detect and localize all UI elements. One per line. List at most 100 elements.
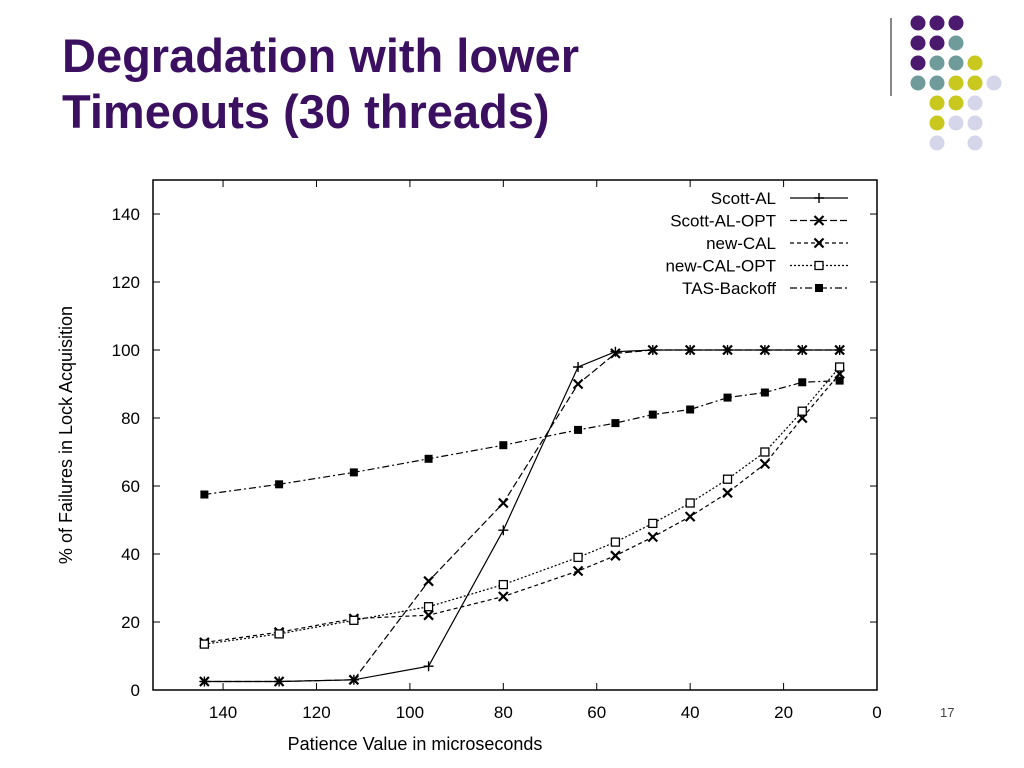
data-point-new-cal-opt: [274, 629, 284, 639]
x-tick-label: 20: [774, 703, 793, 722]
data-point-scott-al-opt: [684, 344, 696, 356]
series-line-new-cal-opt: [204, 366, 841, 645]
decorative-dot: [929, 135, 945, 151]
decorative-dot: [948, 115, 964, 131]
decorative-dot: [967, 95, 983, 111]
data-point-scott-al: [423, 661, 434, 672]
decorative-dot: [948, 15, 964, 31]
data-point-new-cal-opt: [573, 552, 583, 563]
data-point-new-cal: [647, 531, 659, 543]
data-point-new-cal-opt: [834, 362, 845, 372]
legend-marker-new-cal-opt: [814, 260, 824, 271]
y-tick-label: 20: [121, 613, 140, 632]
y-tick-label: 100: [112, 341, 140, 360]
decorative-dot: [948, 55, 964, 71]
x-axis-label: Patience Value in microseconds: [288, 734, 543, 754]
y-tick-label: 80: [121, 409, 140, 428]
data-point-tas-backoff: [200, 490, 209, 499]
data-point-scott-al-opt: [273, 676, 285, 687]
data-point-tas-backoff: [424, 454, 433, 463]
data-point-scott-al-opt: [647, 344, 659, 356]
data-point-scott-al-opt: [722, 344, 733, 356]
data-point-tas-backoff: [499, 441, 508, 450]
y-tick-label: 120: [112, 273, 140, 292]
data-point-new-cal-opt: [685, 498, 695, 508]
data-point-tas-backoff: [798, 378, 807, 387]
x-tick-label: 40: [681, 703, 700, 722]
series-line-scott-al-opt: [204, 349, 840, 683]
data-point-tas-backoff: [574, 425, 583, 434]
data-point-new-cal: [498, 591, 509, 602]
data-point-tas-backoff: [349, 468, 358, 477]
decorative-dot: [967, 135, 983, 151]
legend: Scott-AL Scott-AL-OPT new-CAL new-CAL-OPT TA…: [665, 189, 848, 298]
decorative-dot: [967, 115, 983, 131]
legend-marker-tas-backoff: [815, 284, 823, 292]
slide-title-line-1: Degradation with lower: [62, 29, 580, 82]
legend-label-tas-backoff: TAS-Backoff: [682, 279, 776, 298]
data-point-tas-backoff: [648, 410, 657, 419]
series-new-cal-opt: [199, 362, 845, 649]
plot-frame: [152, 179, 878, 691]
data-point-scott-al-opt: [834, 344, 845, 356]
y-tick-label: 60: [121, 477, 140, 496]
x-tick-label: 60: [587, 703, 606, 722]
x-tick-label: 100: [396, 703, 424, 722]
data-point-new-cal-opt: [423, 602, 434, 612]
series-tas-backoff: [200, 376, 844, 499]
x-tick-label: 140: [209, 703, 237, 722]
data-point-scott-al: [573, 362, 584, 372]
legend-marker-scott-al: [814, 193, 824, 203]
data-point-tas-backoff: [723, 393, 732, 402]
data-point-scott-al-opt: [423, 575, 434, 587]
data-point-scott-al-opt: [572, 378, 584, 390]
decorative-dot: [910, 35, 926, 51]
data-point-scott-al-opt: [199, 676, 210, 687]
y-tick-label: 40: [121, 545, 140, 564]
decorative-dot: [910, 15, 926, 31]
data-point-new-cal: [572, 565, 584, 577]
series-scott-al: [199, 345, 845, 687]
data-point-new-cal: [684, 511, 696, 522]
data-point-new-cal-opt: [199, 639, 210, 649]
data-point-scott-al: [498, 525, 509, 536]
decorative-dot: [948, 95, 964, 111]
data-point-tas-backoff: [611, 419, 620, 428]
data-point-new-cal: [759, 458, 771, 470]
series-line-scott-al: [204, 349, 840, 683]
decorative-dot: [929, 55, 945, 71]
series-line-new-cal: [204, 373, 841, 643]
series-new-cal: [199, 368, 845, 648]
decorative-dot: [910, 55, 926, 71]
data-point-new-cal: [610, 550, 621, 561]
decorative-dot-grid: [910, 15, 1002, 151]
legend-marker-new-cal: [813, 237, 825, 249]
data-point-new-cal: [722, 487, 733, 499]
data-point-scott-al-opt: [759, 344, 771, 356]
title-divider-line: [890, 18, 892, 96]
data-point-tas-backoff: [686, 405, 695, 414]
legend-label-scott-al-opt: Scott-AL-OPT: [670, 212, 776, 231]
data-point-new-cal-opt: [760, 447, 770, 457]
decorative-dot: [929, 95, 945, 111]
data-point-tas-backoff: [760, 388, 769, 397]
series-scott-al-opt: [199, 344, 845, 687]
legend-marker-scott-al-opt: [813, 215, 825, 226]
x-tick-label: 120: [302, 703, 330, 722]
data-point-new-cal-opt: [610, 537, 621, 547]
slide-number: 17: [940, 705, 955, 720]
data-point-new-cal-opt: [349, 615, 359, 625]
data-point-scott-al-opt: [610, 348, 621, 359]
y-axis-label: % of Failures in Lock Acquisition: [56, 306, 76, 564]
data-point-scott-al-opt: [498, 497, 509, 509]
decorative-dot: [929, 115, 945, 131]
x-tick-label: 80: [494, 703, 513, 722]
data-point-new-cal-opt: [797, 406, 807, 416]
decorative-dot: [948, 35, 964, 51]
decorative-dot: [929, 35, 945, 51]
data-point-new-cal-opt: [648, 518, 658, 529]
x-tick-label: 0: [872, 703, 881, 722]
data-point-new-cal: [423, 609, 434, 621]
series-line-tas-backoff: [204, 380, 840, 496]
